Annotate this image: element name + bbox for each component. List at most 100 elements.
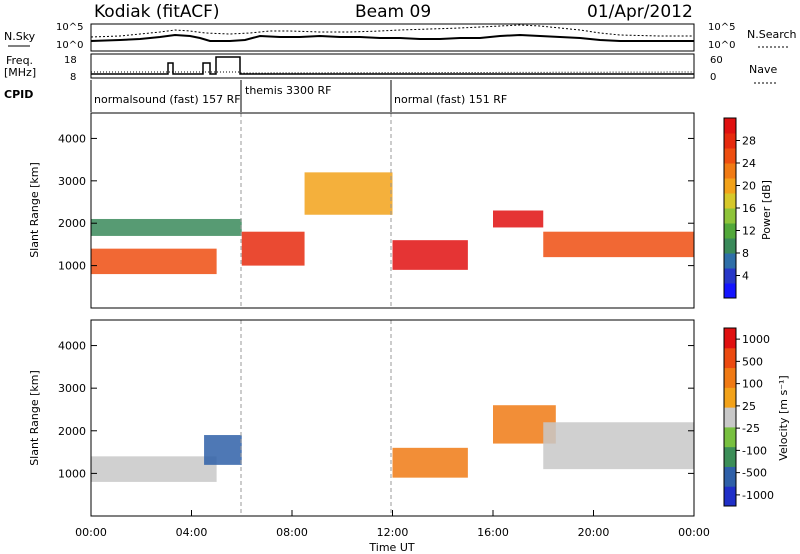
velocity-cb-label-2: 100 — [742, 378, 763, 391]
x-ticks: 00:00 04:00 08:00 12:00 16:00 20:00 00:00 — [75, 510, 710, 539]
power-colorbar-frame — [723, 117, 737, 299]
velocity-colorbar: 1000 500 100 25 -25 -100 -500 -1000 — [724, 328, 774, 507]
velocity-colorbar-swatch-4 — [724, 407, 736, 428]
freq-tick-8: 8 — [70, 72, 76, 83]
power-colorbar-swatch-1 — [724, 268, 736, 284]
right-tick-top-1: 10^5 — [708, 22, 735, 33]
power-colorbar-swatch-11 — [724, 118, 736, 134]
velocity-cb-label-1: 500 — [742, 355, 763, 368]
velocity-ylabel: Slant Range [km] — [28, 370, 41, 466]
left-tick-top-0: 10^0 — [56, 40, 83, 51]
xtick-label-3: 12:00 — [377, 526, 409, 539]
freq-trace — [91, 56, 694, 75]
nsky-panel-frame — [90, 23, 695, 52]
nsky-label: N.Sky — [4, 30, 36, 43]
velocity-colorbar-swatch-0 — [724, 486, 736, 507]
velocity-colorbar-label: Velocity [m s⁻¹] — [777, 375, 790, 460]
xtick-label-0: 00:00 — [75, 526, 107, 539]
power-colorbar-swatch-2 — [724, 253, 736, 269]
right-tick-top-0: 10^0 — [708, 40, 735, 51]
power-ytick-label-3: 4000 — [58, 132, 86, 145]
time-xlabel: Time UT — [368, 541, 414, 554]
power-cb-label-5: 24 — [742, 157, 756, 170]
power-feature-5 — [493, 210, 544, 228]
power-feature-3 — [304, 172, 393, 215]
power-feature-0 — [91, 248, 217, 275]
beam-title: Beam 09 — [355, 2, 431, 22]
power-yticks: 1000 2000 3000 4000 — [58, 132, 694, 273]
power-colorbar-swatch-4 — [724, 223, 736, 239]
cpid-segment-1: normalsound (fast) 157 RF — [94, 93, 241, 106]
power-ytick-label-0: 1000 — [58, 260, 86, 273]
velocity-features — [91, 405, 694, 482]
site-title: Kodiak (fitACF) — [94, 2, 220, 22]
velocity-feature-2 — [392, 447, 468, 478]
velocity-feature-1 — [204, 435, 242, 465]
power-colorbar-swatch-3 — [724, 238, 736, 254]
power-colorbar: 4 8 12 16 20 24 28 — [724, 118, 756, 299]
nsky-trace — [90, 33, 694, 42]
nave-label: Nave — [749, 63, 777, 76]
nave-tick-0: 0 — [710, 72, 716, 83]
xtick-label-1: 04:00 — [176, 526, 208, 539]
cpid-label: CPID — [4, 88, 33, 101]
power-panel-frame — [90, 112, 695, 309]
velocity-colorbar-swatch-5 — [724, 387, 736, 408]
velocity-cb-label-0: 1000 — [742, 333, 770, 346]
velocity-colorbar-swatch-3 — [724, 426, 736, 448]
power-ytick-label-2: 3000 — [58, 175, 86, 188]
velocity-colorbar-swatch-2 — [724, 446, 736, 467]
cpid-segment-3: normal (fast) 151 RF — [394, 93, 507, 106]
power-cb-label-0: 4 — [742, 270, 749, 283]
power-panel: 1000 2000 3000 4000 Slant Range [km] — [28, 112, 695, 309]
xtick-label-6: 00:00 — [678, 526, 710, 539]
xtick-label-5: 20:00 — [578, 526, 610, 539]
velocity-colorbar-swatch-6 — [724, 367, 736, 388]
left-tick-top-1: 10^5 — [56, 22, 83, 33]
velocity-panel-bg — [91, 320, 694, 516]
power-feature-2 — [241, 231, 305, 266]
velocity-colorbar-swatch-1 — [724, 466, 736, 487]
velocity-colorbar-swatch-7 — [724, 347, 736, 369]
freq-tick-18: 18 — [64, 55, 77, 66]
nave-tick-60: 60 — [710, 55, 723, 66]
velocity-ytick-label-1: 2000 — [58, 425, 86, 438]
power-cb-label-4: 20 — [742, 180, 756, 193]
xtick-label-2: 08:00 — [276, 526, 308, 539]
power-feature-6 — [543, 231, 694, 258]
power-cb-label-3: 16 — [742, 202, 756, 215]
velocity-cb-label-7: -1000 — [742, 489, 774, 502]
velocity-feature-4 — [543, 422, 694, 470]
power-cb-label-1: 8 — [742, 247, 749, 260]
velocity-cb-label-6: -500 — [742, 467, 767, 480]
nave-trace — [91, 71, 695, 74]
nsearch-trace — [90, 24, 694, 38]
power-ytick-label-1: 2000 — [58, 217, 86, 230]
date-title: 01/Apr/2012 — [587, 2, 693, 22]
velocity-ytick-label-3: 4000 — [58, 340, 86, 353]
freq-label-line1: Freq. — [6, 54, 33, 67]
nsearch-label: N.Search — [747, 28, 797, 41]
freq-label-line2: [MHz] — [4, 66, 36, 79]
power-features — [91, 172, 694, 275]
velocity-colorbar-frame — [723, 327, 737, 507]
power-cb-label-6: 28 — [742, 135, 756, 148]
velocity-cb-label-3: 25 — [742, 400, 756, 413]
velocity-cb-label-5: -100 — [742, 444, 767, 457]
power-feature-1 — [91, 218, 242, 236]
power-ylabel: Slant Range [km] — [28, 162, 41, 258]
velocity-colorbar-swatch-8 — [724, 328, 736, 349]
power-colorbar-swatch-10 — [724, 133, 736, 149]
power-colorbar-swatch-9 — [724, 148, 736, 164]
cpid-segment-2: themis 3300 RF — [245, 84, 332, 97]
power-colorbar-swatch-6 — [724, 193, 736, 209]
xtick-label-4: 16:00 — [477, 526, 509, 539]
velocity-ytick-label-2: 3000 — [58, 382, 86, 395]
power-colorbar-swatch-7 — [724, 178, 736, 194]
power-colorbar-swatch-8 — [724, 163, 736, 179]
velocity-yticks: 1000 2000 3000 4000 — [58, 340, 694, 480]
freq-panel-frame — [90, 53, 695, 79]
power-colorbar-label: Power [dB] — [760, 180, 773, 240]
